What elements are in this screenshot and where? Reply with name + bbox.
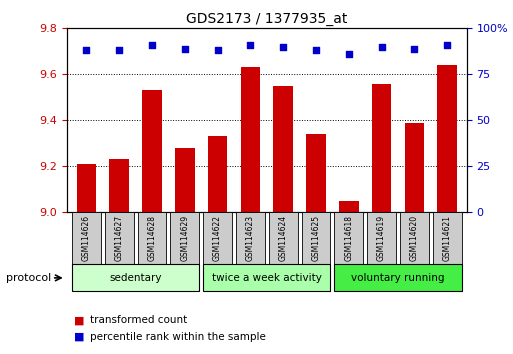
Point (115, 47, 123, 53)
Text: GSM114618: GSM114618 (344, 215, 353, 261)
Bar (241, 67, 260, 212)
FancyBboxPatch shape (400, 212, 429, 264)
Text: voluntary running: voluntary running (351, 273, 445, 282)
FancyBboxPatch shape (170, 212, 199, 264)
FancyBboxPatch shape (367, 212, 396, 264)
FancyBboxPatch shape (334, 212, 363, 264)
FancyBboxPatch shape (269, 212, 298, 264)
Title: GDS2173 / 1377935_at: GDS2173 / 1377935_at (186, 12, 347, 26)
Bar (405, 122, 424, 212)
FancyBboxPatch shape (137, 212, 166, 264)
Text: GSM114628: GSM114628 (147, 215, 156, 261)
Text: GSM114629: GSM114629 (180, 215, 189, 261)
Text: GSM114626: GSM114626 (82, 215, 91, 261)
Bar (372, 84, 391, 212)
Bar (142, 90, 162, 212)
Text: ■: ■ (74, 332, 85, 342)
Bar (208, 136, 227, 212)
FancyBboxPatch shape (302, 212, 330, 264)
Bar (76, 164, 96, 212)
Bar (437, 65, 457, 212)
Point (312, 47, 320, 53)
Bar (273, 86, 293, 212)
Text: sedentary: sedentary (109, 273, 162, 282)
Point (181, 46, 189, 51)
Text: GSM114623: GSM114623 (246, 215, 255, 261)
FancyBboxPatch shape (433, 212, 462, 264)
Text: GSM114619: GSM114619 (377, 215, 386, 261)
Text: percentile rank within the sample: percentile rank within the sample (90, 332, 266, 342)
FancyBboxPatch shape (203, 212, 232, 264)
Text: GSM114622: GSM114622 (213, 215, 222, 261)
FancyBboxPatch shape (236, 212, 265, 264)
Point (213, 47, 222, 53)
Text: GSM114624: GSM114624 (279, 215, 288, 261)
Point (345, 51, 353, 57)
Text: GSM114621: GSM114621 (443, 215, 451, 261)
Point (378, 44, 386, 50)
FancyBboxPatch shape (105, 212, 133, 264)
Text: GSM114620: GSM114620 (410, 215, 419, 261)
Point (82, 47, 90, 53)
Point (246, 42, 254, 48)
Bar (175, 148, 194, 212)
Bar (306, 134, 326, 212)
FancyBboxPatch shape (72, 212, 101, 264)
Point (148, 42, 156, 48)
Bar (109, 159, 129, 212)
Text: transformed count: transformed count (90, 315, 187, 325)
Point (443, 42, 451, 48)
Text: protocol: protocol (6, 273, 51, 283)
Text: ■: ■ (74, 315, 85, 325)
FancyBboxPatch shape (203, 264, 330, 291)
Point (279, 44, 287, 50)
FancyBboxPatch shape (334, 264, 462, 291)
FancyBboxPatch shape (72, 264, 199, 291)
Text: GSM114625: GSM114625 (311, 215, 321, 261)
Bar (339, 201, 359, 212)
Point (410, 46, 419, 51)
Text: twice a week activity: twice a week activity (212, 273, 322, 282)
Text: GSM114627: GSM114627 (115, 215, 124, 261)
